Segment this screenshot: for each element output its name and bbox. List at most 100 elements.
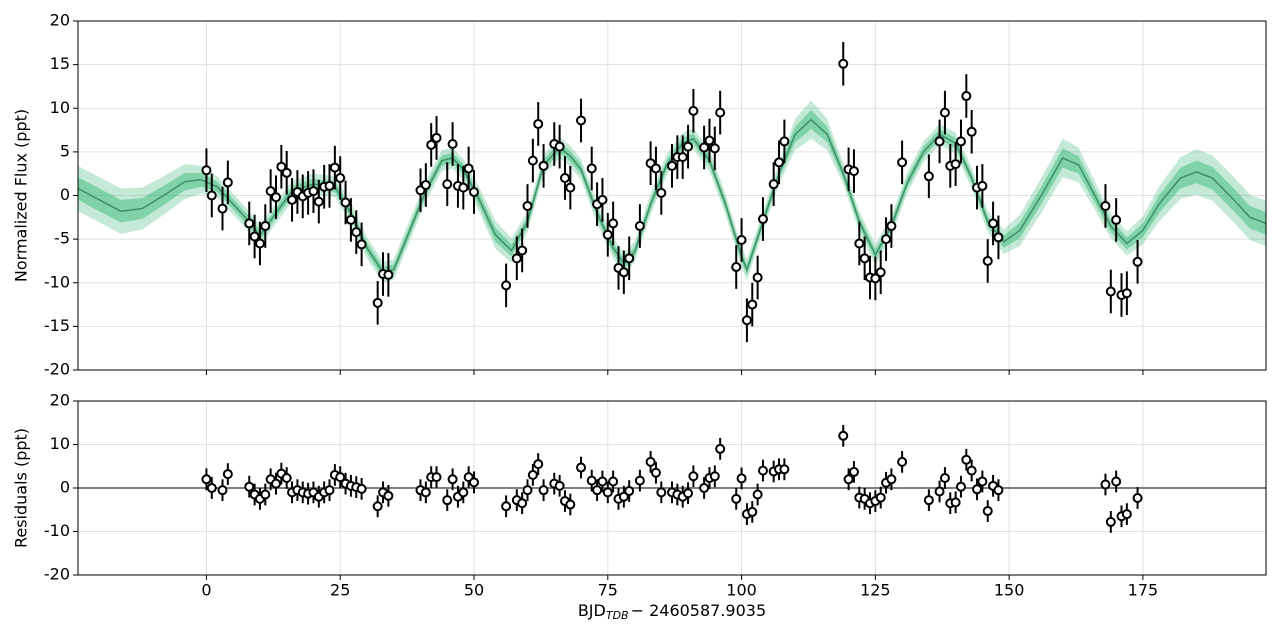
data-point	[608, 476, 619, 487]
data-point	[538, 485, 549, 496]
data-point	[977, 180, 988, 191]
data-point	[993, 485, 1004, 496]
data-point	[897, 157, 908, 168]
x-tick-label: 75	[598, 581, 618, 600]
y-tick-label: -5	[54, 229, 70, 248]
y-tick-label: 5	[60, 141, 70, 160]
y-tick-label: -10	[44, 272, 70, 291]
data-point	[206, 483, 217, 493]
x-tick-label: 50	[464, 581, 484, 600]
data-point	[276, 161, 287, 172]
y-tick-label: 15	[50, 54, 70, 73]
data-point	[934, 136, 945, 147]
model-band-2sigma	[78, 100, 1266, 283]
data-point	[335, 472, 346, 483]
data-point	[533, 459, 544, 470]
data-point	[923, 171, 934, 182]
data-point	[859, 253, 870, 264]
data-point	[656, 187, 667, 198]
data-point	[372, 501, 383, 512]
x-tick-label: 125	[860, 581, 891, 600]
data-point	[244, 481, 255, 492]
data-point	[624, 253, 635, 264]
data-point	[650, 467, 661, 478]
data-point	[469, 477, 479, 488]
data-point	[426, 139, 437, 150]
data-point	[683, 488, 694, 499]
data-point	[854, 238, 865, 249]
y-tick-label: 0	[60, 185, 70, 204]
data-point	[244, 218, 255, 229]
data-point	[222, 469, 233, 480]
data-point	[897, 456, 908, 467]
data-point	[688, 105, 699, 116]
data-point	[731, 493, 742, 504]
data-point	[522, 200, 533, 211]
data-point	[501, 501, 512, 512]
data-point	[715, 443, 726, 454]
data-point	[313, 196, 324, 207]
x-tick-label: 25	[330, 581, 350, 600]
y-tick-label: 20	[50, 11, 70, 30]
data-point	[677, 152, 688, 163]
data-point	[554, 480, 565, 491]
data-point	[757, 214, 768, 225]
data-point	[356, 483, 367, 494]
data-point	[335, 173, 346, 184]
data-point	[345, 214, 356, 225]
x-label-rest: − 2460587.9035	[631, 601, 767, 620]
data-point	[1111, 214, 1122, 225]
data-point	[592, 485, 603, 496]
data-point	[699, 483, 710, 493]
data-point	[271, 192, 281, 203]
data-point	[715, 107, 726, 118]
y-tick-label: -20	[44, 360, 70, 379]
data-point	[511, 253, 522, 264]
data-point	[747, 506, 758, 517]
plot-frame	[77, 400, 1267, 576]
data-point	[517, 245, 528, 256]
data-point	[281, 167, 292, 178]
data-point	[217, 203, 228, 214]
data-point	[634, 475, 645, 486]
data-point	[875, 492, 886, 503]
data-point	[961, 91, 972, 102]
data-point	[383, 490, 394, 501]
data-point	[527, 155, 538, 166]
data-point	[586, 163, 597, 174]
data-point	[966, 465, 977, 476]
x-tick-label: 100	[726, 581, 757, 600]
data-point	[645, 456, 656, 467]
data-point	[972, 484, 983, 495]
panel: -20 -15 -10 -5 0 5 10 15 20 Normalized Flux (ppt)	[12, 11, 1267, 379]
data-point	[201, 474, 212, 485]
x-label-main: BJD	[578, 601, 606, 620]
data-point	[420, 180, 431, 191]
data-point	[886, 221, 897, 232]
y-tick-label: 0	[60, 478, 70, 497]
data-point	[688, 471, 699, 482]
data-point	[618, 267, 629, 278]
data-point	[752, 489, 763, 500]
data-point	[934, 486, 945, 497]
data-point	[656, 487, 667, 498]
data-point	[602, 487, 613, 498]
data-point	[1132, 256, 1143, 267]
data-point	[1105, 286, 1116, 297]
data-point	[447, 139, 458, 150]
data-point	[559, 173, 570, 184]
y-tick-label: 10	[50, 434, 70, 453]
data-point	[442, 179, 453, 190]
data-point	[747, 299, 758, 310]
data-point	[565, 182, 576, 193]
data-point	[704, 135, 715, 146]
data-point	[988, 218, 999, 229]
y-tick-label: 20	[50, 391, 70, 410]
data-point	[522, 485, 533, 496]
x-tick-label: 175	[1128, 581, 1159, 600]
data-point	[538, 160, 549, 171]
plot-frame	[77, 20, 1267, 371]
y-tick-label: -10	[44, 521, 70, 540]
data-point	[442, 495, 453, 506]
data-point	[608, 218, 619, 229]
